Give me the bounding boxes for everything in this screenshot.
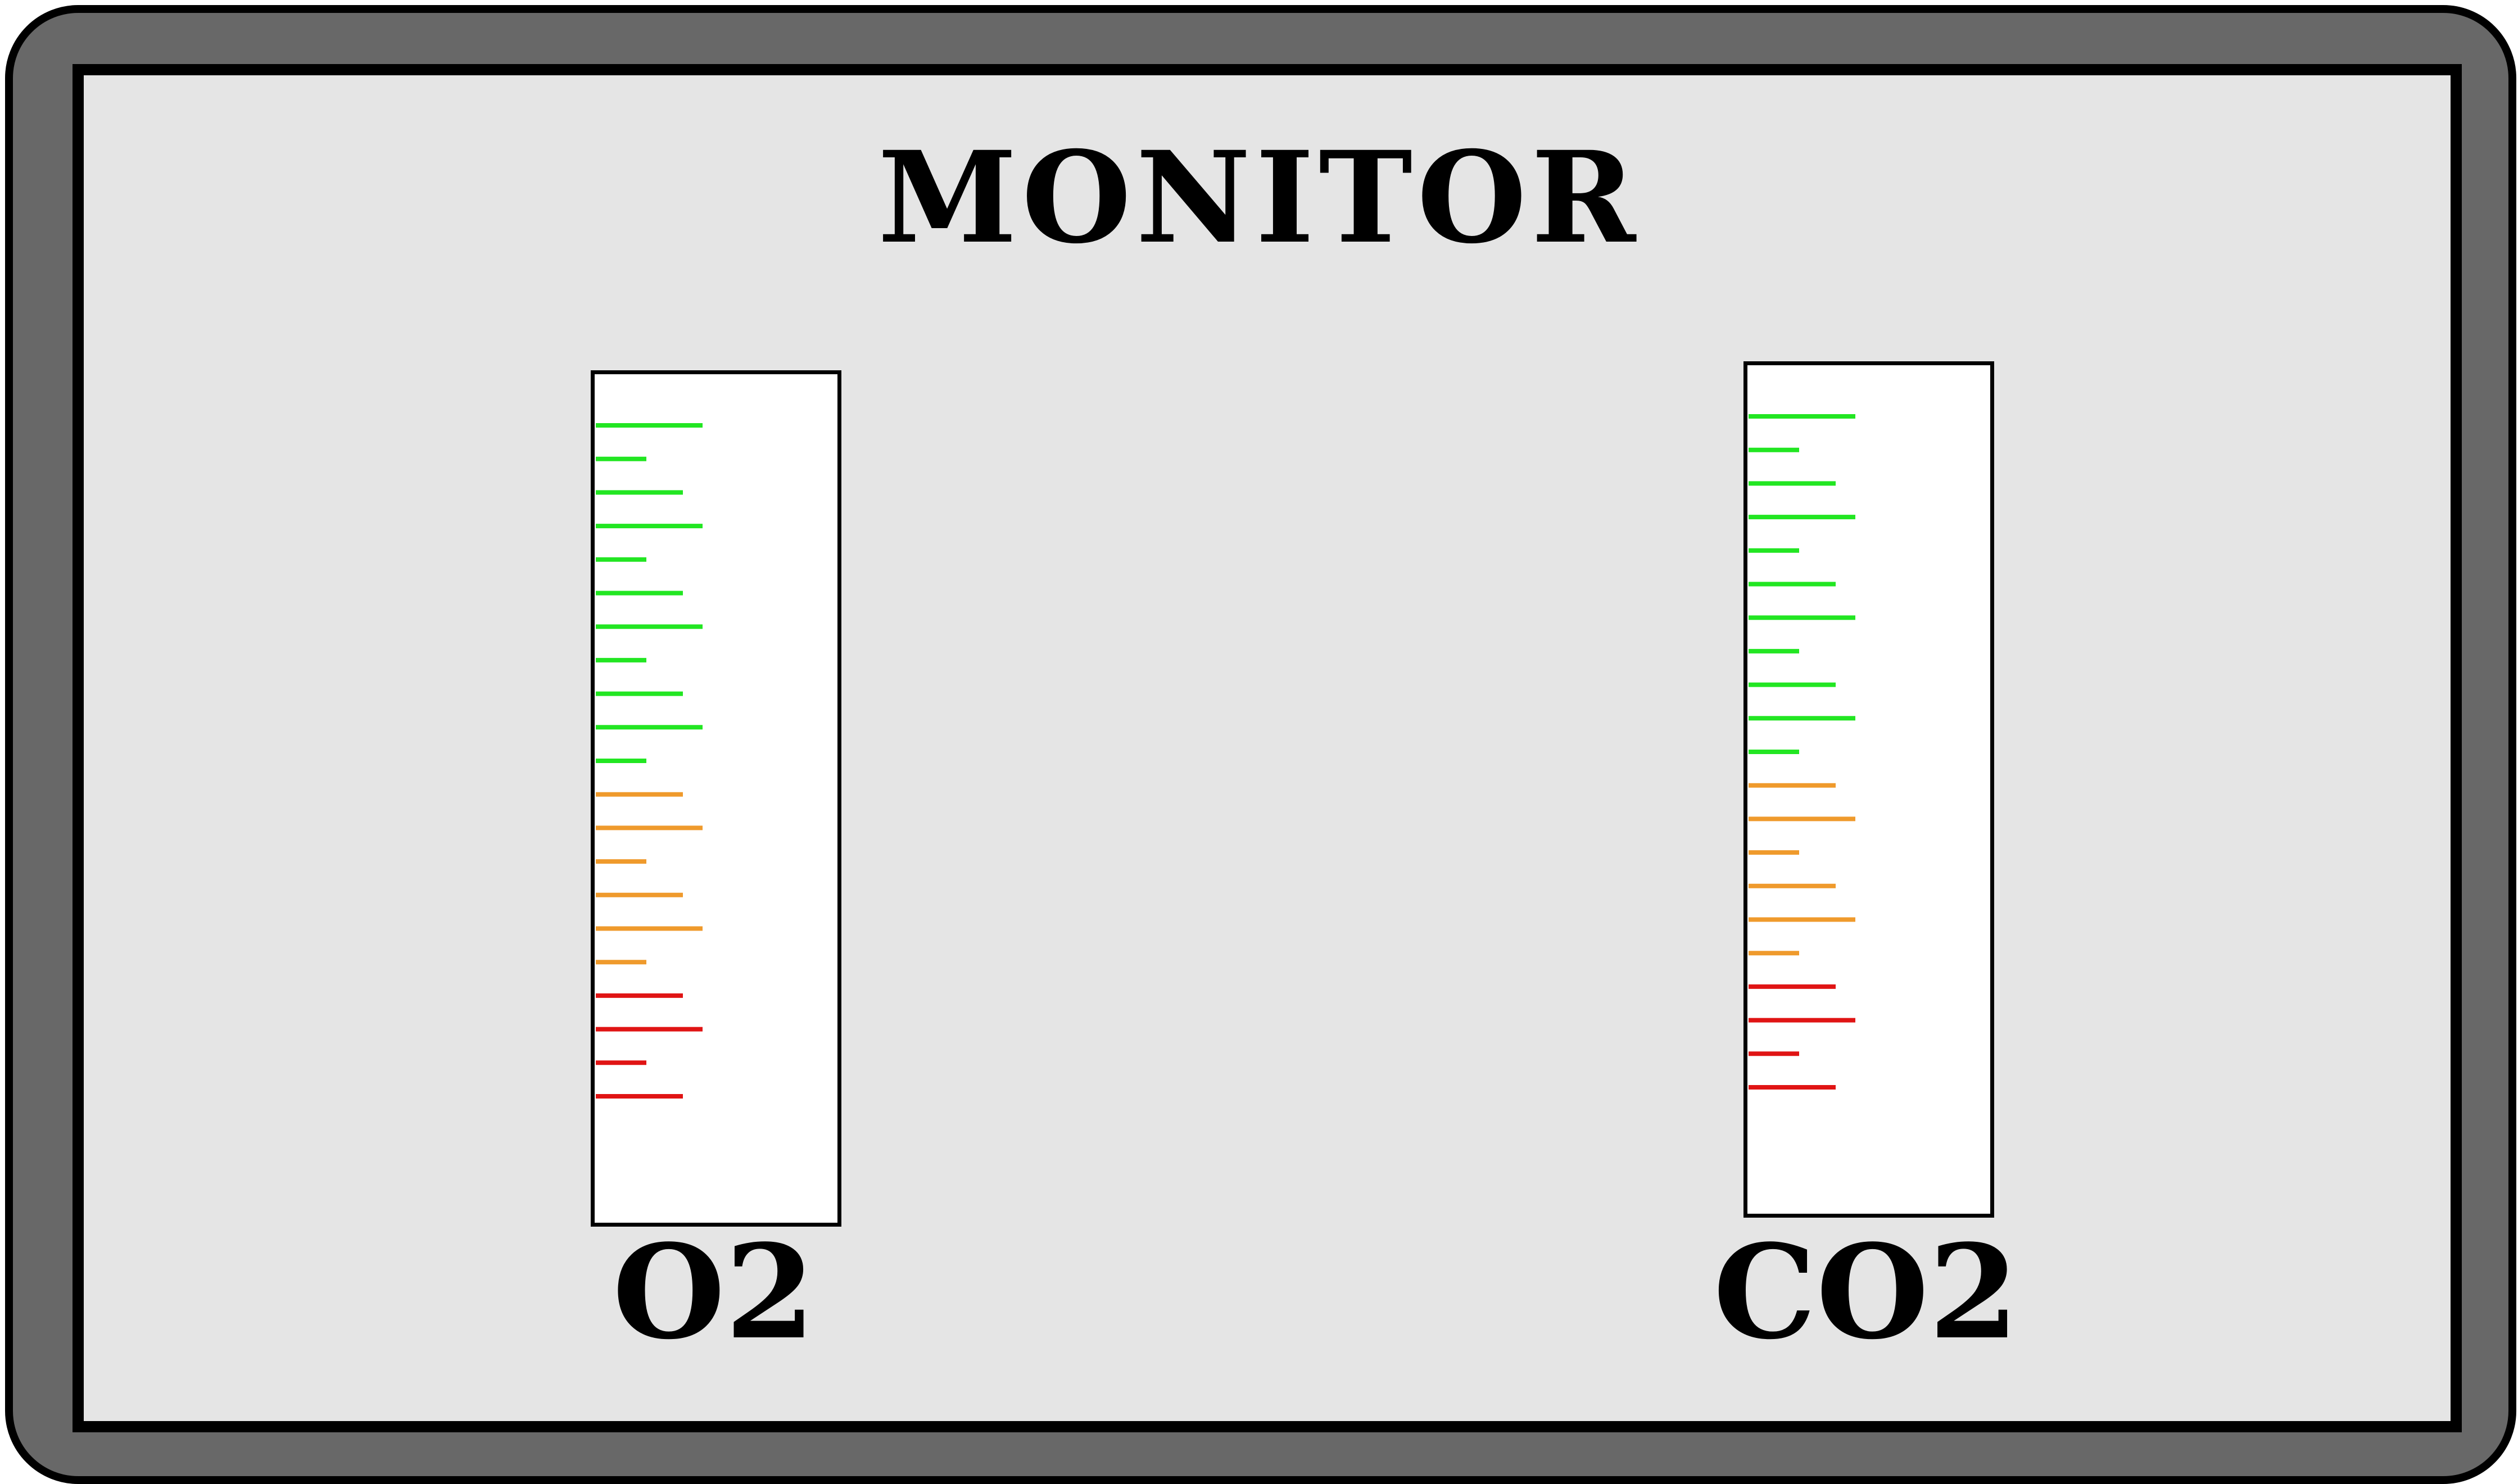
co2-gauge — [1743, 361, 1994, 1218]
o2-gauge — [591, 370, 841, 1227]
monitor-screen — [73, 64, 2462, 1432]
monitor-title: MONITOR — [877, 124, 1641, 271]
o2-label: O2 — [612, 1217, 816, 1368]
co2-gauge-scale — [1749, 414, 1855, 1090]
o2-gauge-scale — [596, 423, 703, 1099]
co2-label: CO2 — [1713, 1217, 2019, 1368]
